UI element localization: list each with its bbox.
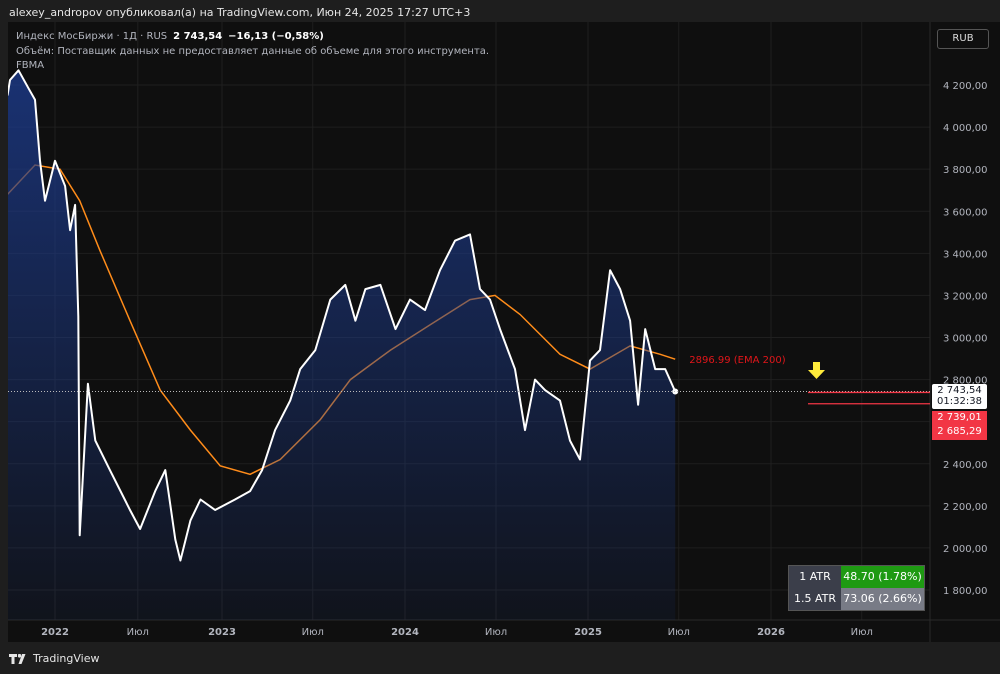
last-price-tag: 2 743,54 01:32:38 bbox=[932, 384, 987, 409]
symbol-legend: Индекс МосБиржи · 1Д · RUS 2 743,54 −16,13… bbox=[16, 31, 324, 42]
published-info: alexey_andropov опубликовал(а) на Tradin… bbox=[9, 6, 471, 19]
x-tick-label: Июл bbox=[485, 627, 507, 638]
level-tags: 2 739,01 2 685,29 bbox=[932, 411, 987, 440]
y-tick-label: 3 400,00 bbox=[943, 249, 988, 260]
y-tick-label: 3 000,00 bbox=[943, 334, 988, 345]
footer-brand[interactable]: TradingView bbox=[9, 652, 99, 665]
x-tick-label: Июл bbox=[851, 627, 873, 638]
x-tick-label: 2022 bbox=[41, 627, 69, 638]
level-2-price: 2 685,29 bbox=[937, 426, 982, 437]
y-tick-label: 2 400,00 bbox=[943, 460, 988, 471]
price-line bbox=[8, 69, 677, 562]
symbol-name[interactable]: Индекс МосБиржи · 1Д · RUS bbox=[16, 31, 168, 42]
y-tick-label: 3 600,00 bbox=[943, 207, 988, 218]
atr-value: 48.70 (1.78%) bbox=[841, 566, 924, 588]
y-tick-label: 4 000,00 bbox=[943, 123, 988, 134]
atr-label: 1 ATR bbox=[789, 566, 841, 588]
brand-name: TradingView bbox=[33, 652, 100, 665]
atr-table: 1 ATR 48.70 (1.78%) 1.5 ATR 73.06 (2.66%) bbox=[788, 565, 925, 611]
x-tick-label: 2024 bbox=[391, 627, 419, 638]
legend-change: −16,13 (−0,58%) bbox=[228, 31, 324, 42]
atr-value: 73.06 (2.66%) bbox=[841, 588, 924, 610]
yellow-down-arrow-icon bbox=[808, 362, 825, 379]
atr-row: 1.5 ATR 73.06 (2.66%) bbox=[789, 588, 924, 610]
y-tick-label: 2 000,00 bbox=[943, 544, 988, 555]
y-tick-label: 1 800,00 bbox=[943, 586, 988, 597]
x-tick-label: 2026 bbox=[757, 627, 785, 638]
level-1-price: 2 739,01 bbox=[937, 412, 982, 423]
price-area-fill bbox=[8, 70, 676, 620]
last-price: 2 743,54 bbox=[937, 385, 982, 396]
x-tick-label: 2023 bbox=[208, 627, 236, 638]
indicator-legend[interactable]: FBMA bbox=[16, 60, 45, 71]
y-tick-label: 3 200,00 bbox=[943, 291, 988, 302]
x-tick-label: Июл bbox=[302, 627, 324, 638]
volume-note: Объём: Поставщик данных не предоставляет… bbox=[16, 46, 490, 57]
bar-countdown: 01:32:38 bbox=[937, 396, 982, 407]
last-price-dot bbox=[672, 388, 679, 395]
y-tick-label: 3 800,00 bbox=[943, 165, 988, 176]
x-tick-label: Июл bbox=[127, 627, 149, 638]
y-tick-label: 2 200,00 bbox=[943, 502, 988, 513]
y-tick-label: 4 200,00 bbox=[943, 81, 988, 92]
x-tick-label: Июл bbox=[668, 627, 690, 638]
atr-label: 1.5 ATR bbox=[789, 588, 841, 610]
ema-value-label: 2896.99 (EMA 200) bbox=[689, 355, 785, 366]
x-tick-label: 2025 bbox=[574, 627, 602, 638]
y-tick-label: 2 800,00 bbox=[943, 376, 988, 387]
legend-price: 2 743,54 bbox=[173, 31, 223, 42]
currency-button[interactable]: RUB bbox=[937, 29, 989, 49]
tradingview-logo-icon bbox=[9, 653, 26, 664]
atr-row: 1 ATR 48.70 (1.78%) bbox=[789, 566, 924, 588]
